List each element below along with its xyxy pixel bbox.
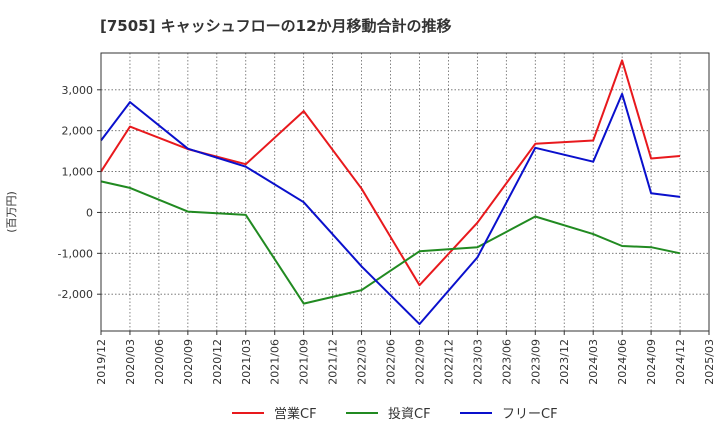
x-tick-label: 2024/09 [645, 339, 658, 385]
x-tick-label: 2023/06 [500, 339, 513, 385]
y-tick-label: 2,000 [62, 125, 94, 138]
grid [101, 53, 709, 331]
x-tick-label: 2022/12 [442, 339, 455, 385]
y-axis-label: (百万円) [5, 191, 18, 233]
x-tick-label: 2021/06 [269, 339, 282, 385]
y-tick-label: -2,000 [58, 288, 93, 301]
x-tick-label: 2020/12 [211, 339, 224, 385]
legend: 営業CF 投資CF フリーCF [232, 406, 558, 422]
x-tick-label: 2020/09 [182, 339, 195, 385]
x-tick-label: 2019/12 [95, 339, 108, 385]
series-lines [100, 59, 681, 326]
series-line [100, 92, 681, 326]
x-axis-ticks: 2019/12 2020/03 2020/06 2020/09 2020/12 2021/… [95, 331, 716, 385]
chart-title: [7505] キャッシュフローの12か月移動合計の推移 [100, 17, 452, 35]
x-tick-label: 2024/06 [616, 339, 629, 385]
x-tick-label: 2024/12 [674, 339, 687, 385]
legend-label: フリーCF [502, 407, 558, 422]
x-tick-label: 2023/09 [529, 339, 542, 385]
x-tick-label: 2021/12 [327, 339, 340, 385]
x-tick-label: 2022/09 [413, 339, 426, 385]
x-tick-label: 2021/03 [240, 339, 253, 385]
x-tick-label: 2020/06 [153, 339, 166, 385]
x-tick-label: 2023/12 [558, 339, 571, 385]
x-tick-label: 2020/03 [124, 339, 137, 385]
y-tick-label: -1,000 [58, 247, 93, 260]
x-tick-label: 2023/03 [471, 339, 484, 385]
series-line [100, 180, 681, 305]
legend-label: 投資CF [388, 406, 431, 422]
y-tick-label: 1,000 [62, 166, 94, 179]
y-tick-label: 0 [86, 206, 93, 219]
legend-label: 営業CF [274, 406, 317, 422]
x-tick-label: 2024/03 [587, 339, 600, 385]
y-axis-ticks: 3,000 2,000 1,000 0 -1,000 -2,000 [58, 84, 101, 301]
x-tick-label: 2022/03 [356, 339, 369, 385]
plot-frame [100, 52, 710, 332]
x-tick-label: 2022/06 [385, 339, 398, 385]
y-tick-label: 3,000 [62, 84, 94, 97]
x-tick-label: 2021/09 [298, 339, 311, 385]
x-tick-label: 2025/03 [703, 339, 716, 385]
